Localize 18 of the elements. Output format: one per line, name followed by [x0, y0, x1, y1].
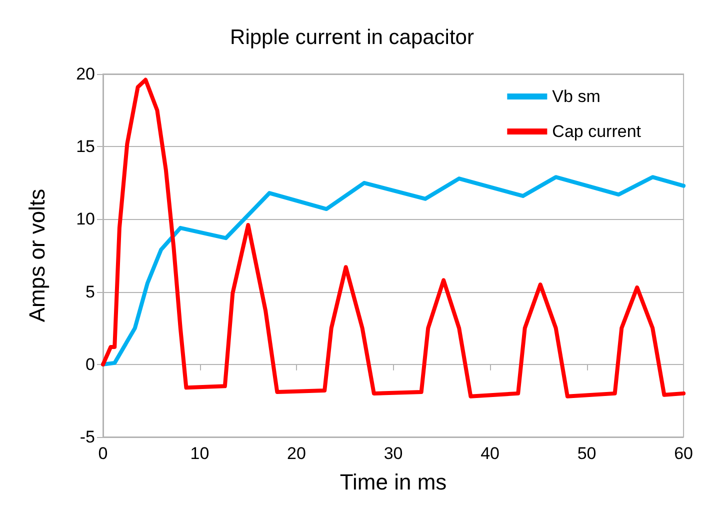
chart-title: Ripple current in capacitor: [230, 26, 474, 49]
y-tick-label: 10: [76, 210, 95, 229]
x-tick-label: 50: [577, 444, 596, 463]
x-tick-label: 10: [190, 444, 210, 463]
y-tick-label: -5: [80, 428, 95, 446]
x-tick-label: 60: [674, 444, 694, 463]
y-tick-label: 0: [86, 354, 95, 374]
y-tick-label: 5: [86, 282, 95, 302]
y-axis-title: Amps or volts: [24, 188, 50, 322]
y-tick-label: 20: [76, 64, 95, 84]
x-tick-label: 30: [384, 444, 403, 463]
legend-label: Cap current: [552, 122, 642, 141]
x-axis-title: Time in ms: [340, 470, 447, 494]
x-tick-label: 40: [480, 444, 500, 463]
legend-label: Vb sm: [552, 87, 600, 106]
x-tick-label: 20: [287, 444, 306, 463]
y-tick-label: 15: [76, 137, 95, 156]
x-tick-label: 0: [98, 444, 108, 463]
